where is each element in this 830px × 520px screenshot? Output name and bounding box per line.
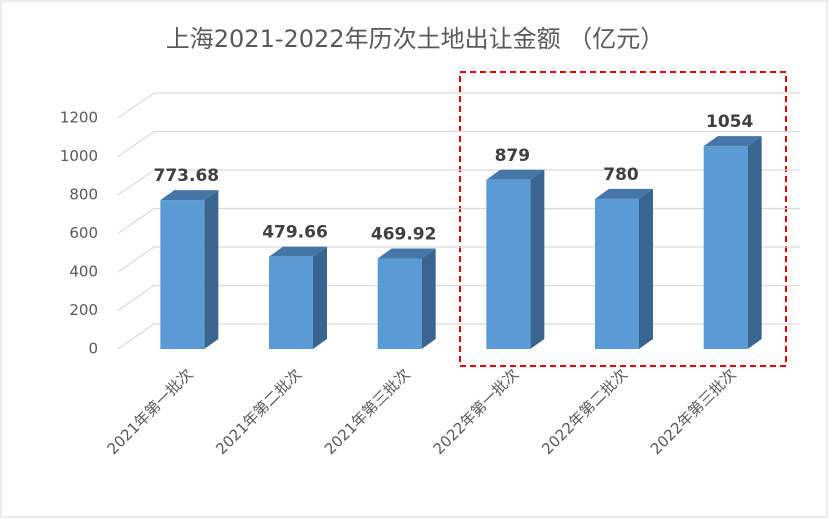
value-label: 780 <box>603 165 639 185</box>
bar <box>269 256 313 349</box>
grid-line <box>117 207 800 234</box>
bar <box>595 198 639 349</box>
grid-line <box>117 92 800 119</box>
chart-title: 上海2021-2022年历次土地出让金额 （亿元） <box>166 25 664 53</box>
grid-line <box>117 130 800 157</box>
bar-side <box>639 188 653 349</box>
value-label: 879 <box>495 146 531 166</box>
bar-side <box>204 190 219 349</box>
y-tick-label: 600 <box>69 224 98 242</box>
highlight-box <box>459 71 787 367</box>
bar-top <box>160 190 219 201</box>
bar-side <box>421 248 436 349</box>
bar-side <box>747 136 762 349</box>
bar-top <box>377 248 436 259</box>
bar-top <box>486 169 545 180</box>
value-label: 1054 <box>706 112 753 132</box>
grid-line <box>117 284 800 311</box>
bar-side <box>530 169 545 349</box>
y-tick-label: 400 <box>69 263 98 281</box>
value-label: 773.68 <box>154 166 220 186</box>
bar <box>377 258 422 349</box>
bar-side <box>313 246 327 349</box>
y-tick-label: 1000 <box>60 147 98 165</box>
bar <box>486 179 531 349</box>
y-tick-label: 200 <box>69 301 98 319</box>
grid-line <box>117 323 800 350</box>
y-tick-label: 0 <box>88 340 98 358</box>
grid-line <box>117 246 800 273</box>
bar <box>160 200 205 349</box>
bar <box>703 146 748 349</box>
bar-top <box>703 136 762 147</box>
y-tick-label: 1200 <box>60 109 98 127</box>
value-label: 469.92 <box>371 225 437 245</box>
bar-top <box>269 246 327 257</box>
grid-line <box>117 169 800 196</box>
y-tick-label: 800 <box>69 186 98 204</box>
bar-top <box>595 188 653 199</box>
value-label: 479.66 <box>262 223 328 243</box>
